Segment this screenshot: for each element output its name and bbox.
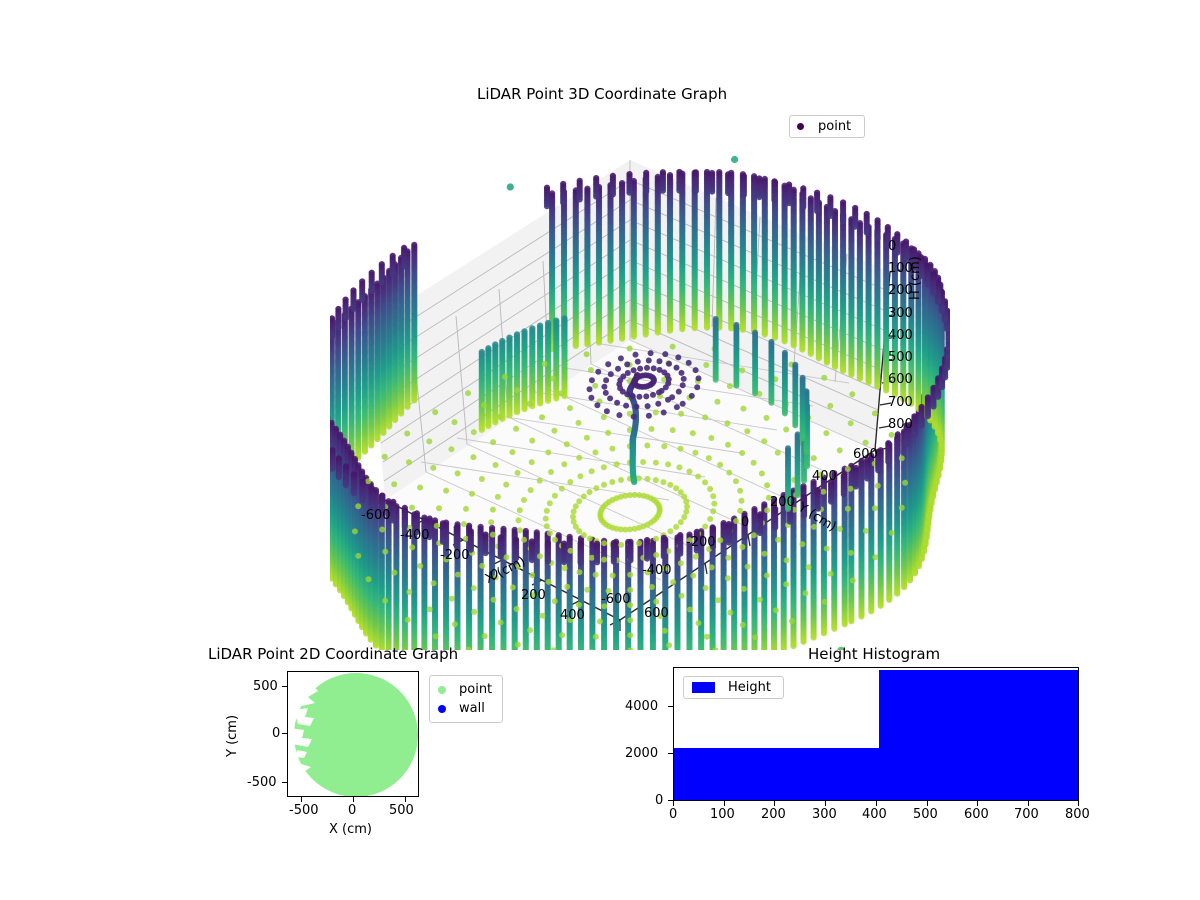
plot2d-xtick-2: 500 bbox=[389, 803, 414, 818]
histogram-ytick-mark-2 bbox=[668, 706, 673, 707]
legend-marker-wall bbox=[438, 704, 446, 713]
plot3d-ytick-6: 600 bbox=[853, 447, 878, 462]
plot3d-ytick-2: -200 bbox=[686, 535, 716, 550]
plot3d-xtick-3: 0 bbox=[490, 568, 499, 583]
plot3d-ytick-1: -400 bbox=[642, 563, 672, 578]
plot2d-xtick-1: 0 bbox=[348, 803, 357, 818]
plot3d-ytick-0: -600 bbox=[601, 592, 631, 607]
plot3d-ytick-4: 200 bbox=[770, 495, 795, 510]
plot3d-legend[interactable]: point bbox=[789, 115, 866, 138]
histogram-xtick-7: 700 bbox=[1014, 807, 1039, 822]
histogram-xtick-3: 300 bbox=[812, 807, 837, 822]
histogram-xtick-mark-5 bbox=[927, 801, 928, 806]
legend-label-point: point bbox=[459, 682, 493, 697]
histogram-xtick-mark-7 bbox=[1028, 801, 1029, 806]
plot3d-ytick-3: 0 bbox=[741, 515, 750, 530]
plot2d-xtick-0: -500 bbox=[289, 803, 319, 818]
plot3d-ztick-3: 300 bbox=[888, 306, 913, 321]
legend-marker-point bbox=[438, 685, 446, 694]
plot2d-legend[interactable]: point wall bbox=[429, 675, 504, 723]
plot2d-ytick-mark-1 bbox=[282, 733, 287, 734]
plot2d-ytick-2: 500 bbox=[253, 679, 278, 694]
legend-marker-point bbox=[797, 123, 804, 130]
histogram-xtick-mark-3 bbox=[825, 801, 826, 806]
plot3d-xtick-1: -400 bbox=[400, 528, 430, 543]
plot3d-title: LiDAR Point 3D Coordinate Graph bbox=[477, 85, 728, 103]
plot3d-ztick-5: 500 bbox=[888, 350, 913, 365]
plot3d-ztick-1: 100 bbox=[888, 261, 913, 276]
histogram-ytick-0: 0 bbox=[655, 793, 664, 808]
plot3d-ztick-4: 400 bbox=[888, 328, 913, 343]
plot2d-ytick-mark-2 bbox=[282, 686, 287, 687]
histogram-ytick-mark-1 bbox=[668, 753, 673, 754]
histogram-xtick-0: 0 bbox=[669, 807, 678, 822]
plot2d-canvas bbox=[290, 673, 418, 796]
plot2d-title: LiDAR Point 2D Coordinate Graph bbox=[208, 645, 459, 663]
histogram-xtick-4: 400 bbox=[862, 807, 887, 822]
plot3d-xtick-6: 600 bbox=[644, 606, 669, 621]
plot2d-xtick-mark-0 bbox=[301, 797, 302, 802]
plot3d-ztick-7: 700 bbox=[888, 395, 913, 410]
legend-row-wall[interactable]: wall bbox=[438, 699, 492, 718]
histogram-xtick-mark-0 bbox=[673, 801, 674, 806]
histogram-xtick-6: 600 bbox=[964, 807, 989, 822]
histogram-xtick-mark-1 bbox=[724, 801, 725, 806]
plot2d-xtick-mark-2 bbox=[405, 797, 406, 802]
plot3d-xtick-0: -600 bbox=[361, 508, 391, 523]
plot2d-axes[interactable] bbox=[287, 671, 419, 797]
histogram-xtick-mark-2 bbox=[774, 801, 775, 806]
plot2d-ytick-0: -500 bbox=[247, 775, 277, 790]
histogram-xtick-8: 800 bbox=[1065, 807, 1090, 822]
plot2d-ytick-1: 0 bbox=[272, 726, 281, 741]
plot3d-ztick-0: 0 bbox=[888, 239, 897, 254]
legend-label-height: Height bbox=[728, 680, 771, 695]
histogram-ytick-2: 4000 bbox=[625, 699, 659, 714]
plot3d-ztick-2: 200 bbox=[888, 283, 913, 298]
legend-row-point[interactable]: point bbox=[438, 680, 492, 699]
legend-label-point: point bbox=[818, 119, 852, 134]
plot2d-xaxis-label: X (cm) bbox=[329, 822, 372, 837]
histogram-xtick-1: 100 bbox=[710, 807, 735, 822]
plot2d-point-cloud bbox=[290, 673, 418, 796]
histogram-bar-1[interactable] bbox=[878, 670, 1078, 800]
histogram-ytick-mark-0 bbox=[668, 800, 673, 801]
histogram-title: Height Histogram bbox=[808, 645, 941, 663]
plot2d-yaxis-label: Y (cm) bbox=[225, 714, 240, 757]
histogram-bar-0[interactable] bbox=[674, 747, 879, 800]
plot3d-xtick-5: 400 bbox=[560, 608, 585, 623]
plot3d-ztick-8: 800 bbox=[888, 417, 913, 432]
histogram-legend[interactable]: Height bbox=[683, 676, 784, 699]
legend-swatch-height bbox=[692, 682, 715, 693]
histogram-ytick-1: 2000 bbox=[625, 746, 659, 761]
plot3d-xtick-2: -200 bbox=[440, 548, 470, 563]
legend-label-wall: wall bbox=[459, 701, 485, 716]
plot2d-xtick-mark-1 bbox=[353, 797, 354, 802]
histogram-xtick-mark-8 bbox=[1078, 801, 1079, 806]
plot3d-canvas bbox=[330, 155, 950, 650]
histogram-xtick-2: 200 bbox=[761, 807, 786, 822]
plot3d-axes[interactable] bbox=[330, 140, 950, 650]
plot2d-ytick-mark-0 bbox=[282, 782, 287, 783]
plot3d-ztick-6: 600 bbox=[888, 372, 913, 387]
plot3d-zaxis-label: H (cm) bbox=[908, 256, 923, 300]
plot3d-ytick-5: 400 bbox=[812, 469, 837, 484]
histogram-xtick-mark-4 bbox=[876, 801, 877, 806]
plot3d-point-cloud bbox=[330, 155, 950, 650]
plot3d-xtick-4: 200 bbox=[521, 588, 546, 603]
histogram-xtick-5: 500 bbox=[913, 807, 938, 822]
histogram-xtick-mark-6 bbox=[977, 801, 978, 806]
